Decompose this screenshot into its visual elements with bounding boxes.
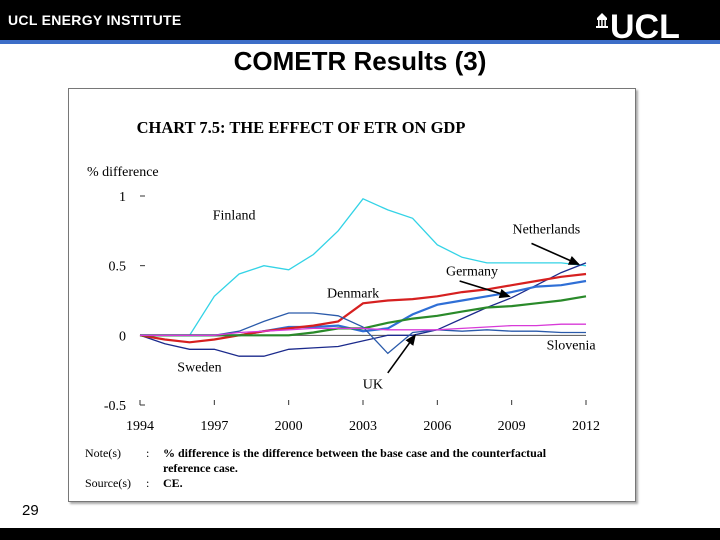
note-text: % difference is the difference between t… [163,446,547,460]
x-tick-label: 2000 [275,419,303,434]
x-tick-label: 1997 [200,419,228,434]
y-axis-label: % difference [87,165,159,180]
chart-title: CHART 7.5: THE EFFECT OF ETR ON GDP [137,118,466,137]
germany-arrow [459,280,511,299]
series-line-finland [140,197,587,336]
slide-title: COMETR Results (3) [233,46,487,76]
x-tick-label: 2003 [349,419,377,434]
ucl-logo: UCL [596,8,680,40]
series-line-sweden [140,295,587,337]
note-separator: : [146,446,149,460]
series-label-slovenia: Slovenia [547,338,597,353]
ucl-logo-text: UCL [610,8,680,40]
institute-name: UCL ENERGY INSTITUTE [8,12,182,28]
y-tick-label: 0.5 [109,260,127,275]
uk-arrow [387,334,416,374]
chart-frame: CHART 7.5: THE EFFECT OF ETR ON GDP % di… [68,88,636,502]
slide-number: 29 [22,502,39,519]
portico-icon [596,13,608,28]
series-label-denmark: Denmark [327,287,379,302]
note-separator: : [146,476,149,490]
x-tick-label: 2006 [423,419,451,434]
series-line-uk [140,312,586,355]
netherlands-arrow [531,242,581,266]
note-label: Note(s) [85,446,121,460]
y-tick-label: -0.5 [104,399,126,414]
header-accent-line [0,40,720,44]
note-label: Source(s) [85,476,131,490]
chart: CHART 7.5: THE EFFECT OF ETR ON GDP % di… [85,118,600,490]
x-tick-label: 2012 [572,419,600,434]
footer-bar [0,528,720,540]
y-tick-label: 1 [119,190,126,205]
note-text: reference case. [163,461,238,475]
series-label-uk: UK [363,377,383,392]
series-label-finland: Finland [213,209,256,224]
y-tick-label: 0 [119,329,126,344]
series-label-sweden: Sweden [177,361,221,376]
series-line-slovenia [140,323,586,336]
series-line-denmark [139,272,587,344]
series-label-germany: Germany [446,264,498,279]
note-text: CE. [163,476,183,490]
x-tick-label: 2009 [498,419,526,434]
x-tick-label: 1994 [126,419,154,434]
series-label-netherlands: Netherlands [513,223,581,238]
header-bar: UCL ENERGY INSTITUTE UCL [0,0,720,40]
series-line-netherlands [139,262,587,357]
